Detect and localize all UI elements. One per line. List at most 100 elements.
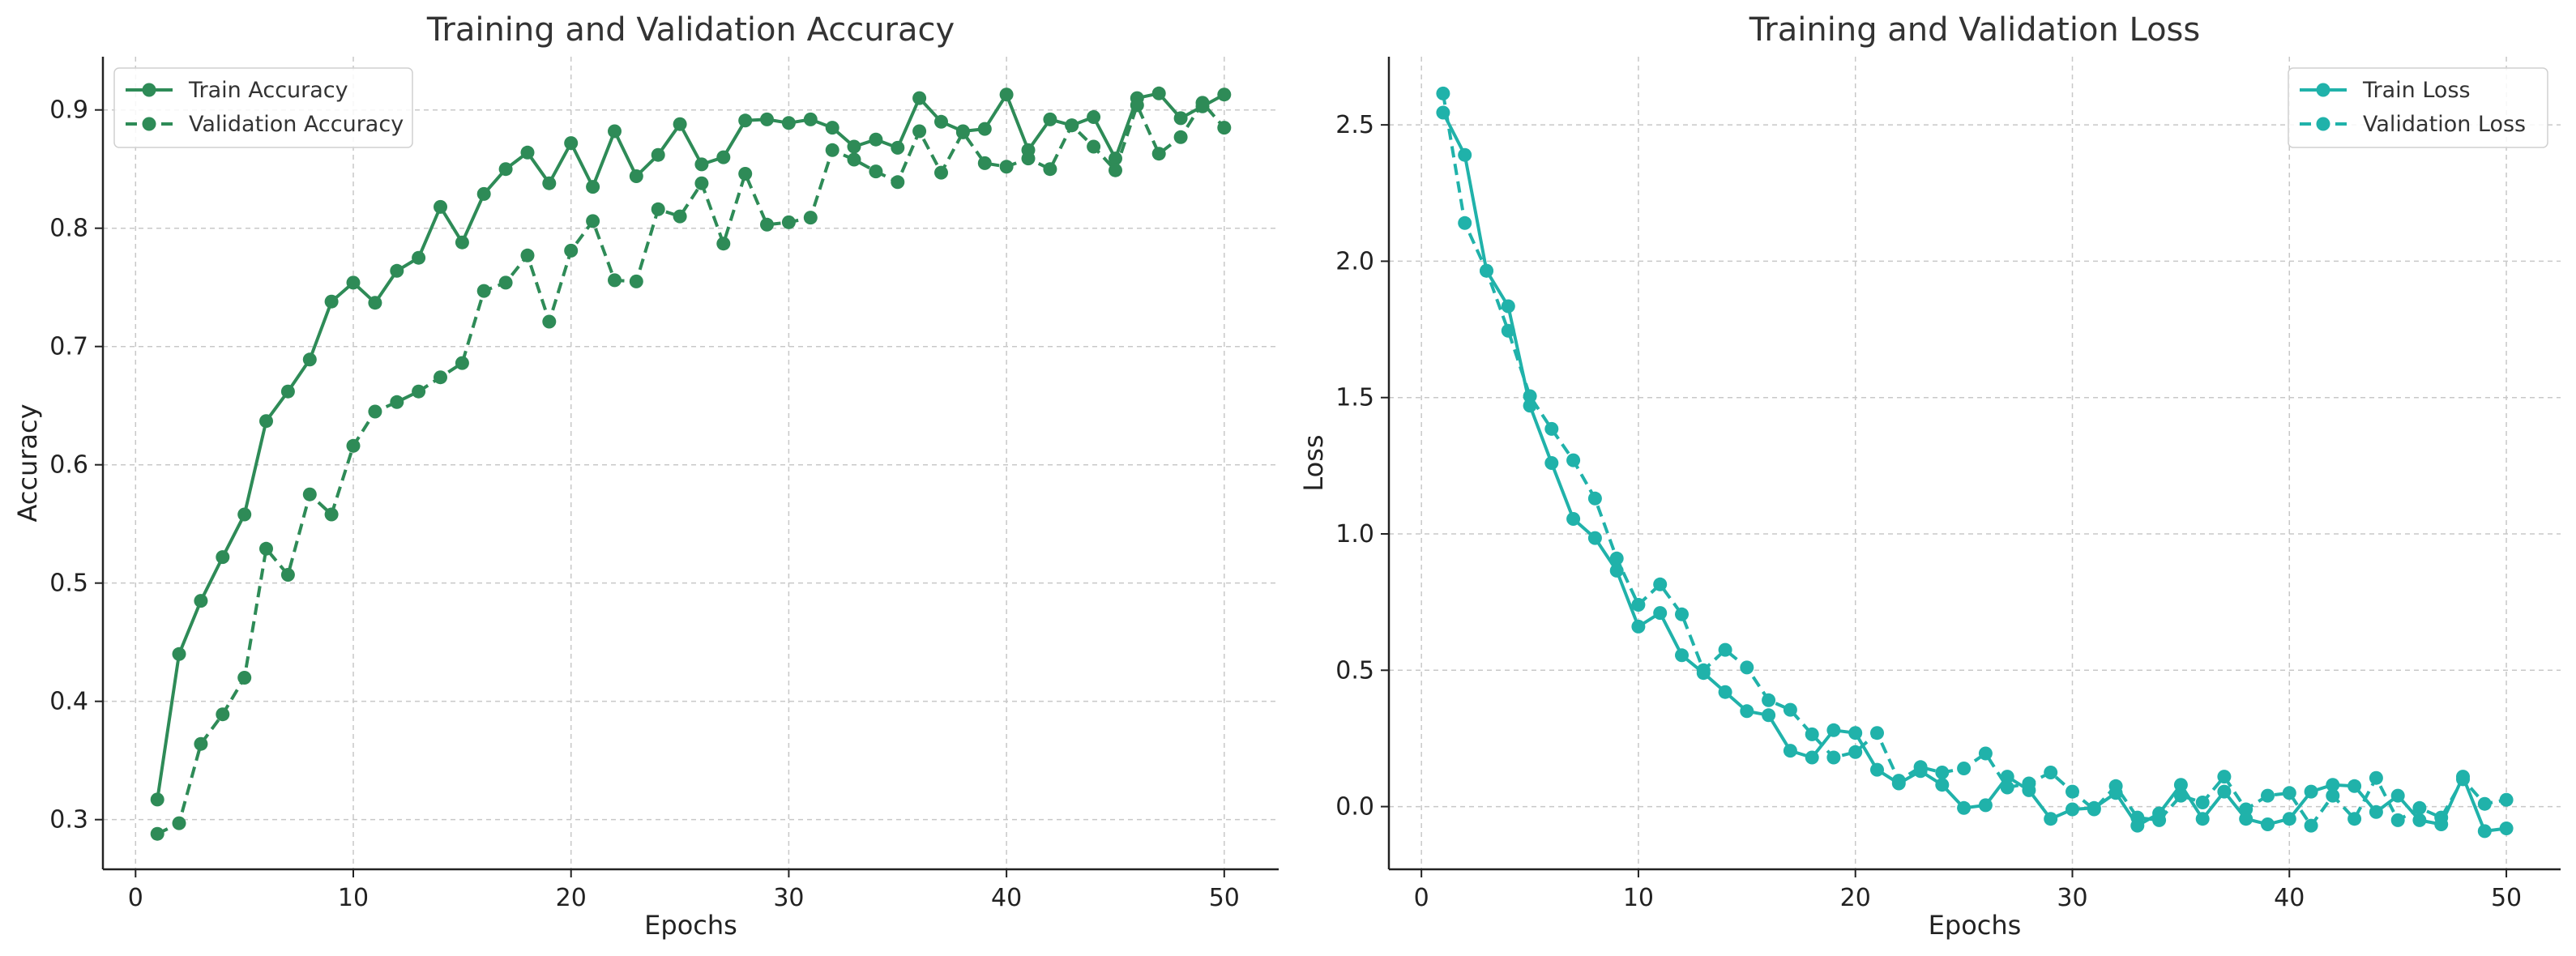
data-point: [216, 707, 230, 722]
data-point: [1609, 563, 1624, 578]
x-tick-label: 0: [128, 884, 143, 912]
data-point: [476, 186, 491, 201]
data-point: [716, 237, 731, 251]
y-tick-label: 0.8: [49, 215, 88, 243]
data-point: [1587, 491, 1602, 506]
data-point: [2195, 812, 2210, 826]
data-point: [2022, 776, 2036, 791]
data-point: [2412, 800, 2427, 815]
data-point: [498, 162, 513, 177]
data-point: [1718, 685, 1732, 699]
data-point: [1935, 766, 1950, 779]
data-point: [2304, 784, 2318, 799]
legend: Train Accuracy Validation Accuracy: [113, 67, 413, 148]
data-point: [280, 384, 295, 399]
data-point: [302, 487, 317, 501]
data-point: [586, 214, 600, 228]
legend-marker: [142, 117, 156, 131]
data-point: [324, 507, 339, 522]
x-tick-label: 20: [1840, 884, 1871, 912]
series: [1436, 86, 2514, 839]
series-validation-loss: [1436, 86, 2514, 833]
y-tick-label: 0.4: [49, 688, 88, 716]
data-point: [2347, 779, 2362, 793]
loss-chart: Training and Validation Loss Epochs Loss…: [1298, 11, 2561, 941]
x-tick-label: 10: [338, 884, 369, 912]
data-point: [2347, 812, 2362, 826]
data-point: [781, 116, 796, 130]
data-point: [608, 273, 622, 288]
legend-box: [113, 67, 413, 148]
data-point: [1458, 147, 1472, 162]
series-train-loss: [1436, 105, 2514, 839]
data-point: [2173, 788, 2188, 803]
y-tick-label: 1.0: [1335, 520, 1374, 548]
data-point: [455, 235, 469, 250]
data-point: [324, 294, 339, 309]
data-point: [1544, 421, 1559, 436]
data-point: [608, 124, 622, 139]
data-point: [694, 176, 709, 190]
series-train-accuracy: [150, 86, 1232, 807]
data-point: [651, 202, 665, 216]
x-tick-label: 30: [773, 884, 804, 912]
data-point: [194, 736, 208, 751]
y-tick-label: 2.0: [1335, 247, 1374, 275]
x-tick-label: 40: [991, 884, 1022, 912]
data-point: [2239, 802, 2253, 817]
data-point: [1783, 702, 1797, 717]
data-point: [1195, 96, 1210, 110]
data-point: [237, 671, 252, 685]
data-point: [302, 352, 317, 367]
series-line: [156, 100, 1226, 835]
data-point: [738, 113, 753, 128]
data-point: [2087, 802, 2101, 817]
data-point: [2412, 813, 2427, 827]
data-point: [1848, 726, 1863, 740]
data-point: [1783, 744, 1797, 758]
legend-marker: [142, 83, 156, 97]
data-point: [2065, 802, 2079, 817]
legend-box: [2288, 67, 2548, 148]
data-point: [1957, 762, 1972, 775]
data-point: [1130, 98, 1144, 113]
ticks: 0 10 20 30 40 50 0.0 0.5 1.0 1.5 2.0 2.5: [1335, 111, 2522, 912]
data-point: [891, 140, 905, 155]
data-point: [760, 112, 774, 126]
data-point: [2499, 792, 2514, 807]
x-tick-label: 40: [2274, 884, 2305, 912]
grid: [103, 57, 1279, 869]
data-point: [716, 150, 731, 164]
data-point: [912, 91, 927, 105]
y-axis-label: Accuracy: [12, 403, 43, 522]
data-point: [1173, 111, 1188, 126]
data-point: [1935, 778, 1950, 792]
data-point: [847, 139, 861, 154]
data-point: [2195, 796, 2210, 809]
data-point: [2477, 824, 2492, 839]
legend-label: Train Accuracy: [188, 78, 348, 103]
legend-marker: [2316, 83, 2330, 97]
legend-marker: [2316, 117, 2330, 131]
data-point: [476, 284, 491, 298]
data-point: [390, 395, 404, 409]
data-point: [1217, 121, 1232, 135]
data-point: [1609, 551, 1624, 565]
x-tick-label: 20: [556, 884, 587, 912]
data-point: [1043, 162, 1057, 177]
data-point: [346, 438, 361, 453]
data-point: [1826, 750, 1841, 765]
data-point: [2282, 786, 2296, 800]
data-point: [673, 209, 687, 224]
data-point: [2152, 813, 2167, 827]
data-point: [172, 816, 186, 830]
data-point: [1065, 118, 1079, 133]
x-axis-label: Epochs: [644, 910, 737, 941]
data-point: [1653, 577, 1668, 591]
data-point: [237, 507, 252, 522]
y-tick-label: 1.5: [1335, 384, 1374, 412]
data-point: [368, 404, 382, 419]
y-tick-label: 0.0: [1335, 793, 1374, 822]
data-point: [1151, 147, 1166, 161]
data-point: [869, 164, 883, 179]
